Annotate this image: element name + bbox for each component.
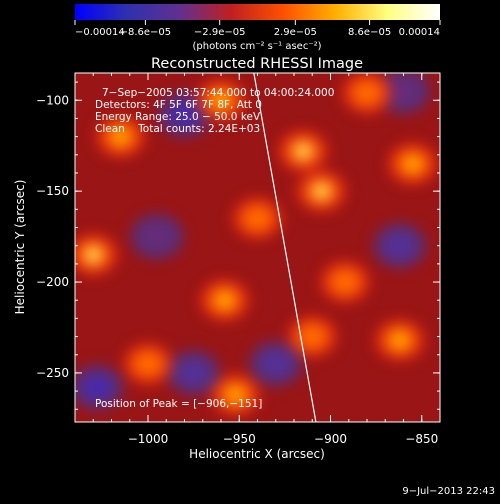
hot-spot (313, 183, 330, 200)
x-tick-label: −1000 (128, 432, 169, 446)
y-tick-label: −150 (36, 184, 69, 198)
hot-spot (249, 210, 266, 227)
hot-spot (304, 328, 321, 345)
cold-spot (179, 360, 208, 385)
chart-title: Reconstructed RHESSI Image (151, 56, 363, 72)
hot-spot (227, 386, 244, 403)
x-tick-label: −950 (223, 432, 256, 446)
annotation-energy-range: Energy Range: 25.0 − 50.0 keV (95, 111, 261, 123)
y-axis: −100 −150 −200 −250 (36, 81, 440, 410)
x-axis: −1000 −950 −900 −850 (74, 73, 441, 446)
y-tick-label: −250 (36, 366, 69, 380)
cold-spot (82, 375, 111, 400)
heatmap-blobs (75, 73, 437, 415)
hot-spot (404, 155, 421, 172)
x-tick-label: −850 (405, 432, 438, 446)
y-tick-label: −100 (36, 93, 69, 107)
hot-spot (337, 274, 354, 291)
cold-spot (389, 79, 418, 104)
hot-spot (216, 292, 233, 309)
hot-spot (112, 128, 129, 145)
colorbar (75, 4, 440, 20)
y-tick-label: −200 (36, 275, 69, 289)
y-axis-label: Heliocentric Y (arcsec) (13, 180, 27, 315)
x-tick-label: −900 (314, 432, 347, 446)
colorbar-tick-label: 8.6e−05 (348, 27, 391, 38)
colorbar-tick-label: 2.9e−05 (274, 27, 317, 38)
colorbar-ticks: −0.00014−8.6e−05 −2.9e−05 2.9e−05 8.6e−05 0.… (74, 20, 441, 38)
colorbar-tick-label: −0.00014 (75, 27, 125, 38)
cold-spot (143, 224, 172, 249)
annotation-time-range: 7−Sep−2005 03:57:44.000 to 04:00:24.000 (102, 87, 334, 99)
colorbar-units: (photons cm⁻² s⁻¹ asec⁻²) (192, 41, 321, 52)
colorbar-tick-label: −8.6e−05 (120, 27, 172, 38)
cold-spot (261, 351, 290, 376)
solar-limb-line (253, 73, 317, 422)
hot-spot (295, 143, 312, 160)
colorbar-tick-label: 0.00014 (399, 27, 440, 38)
hot-spot (140, 355, 156, 372)
colorbar-tick-label: −2.9e−05 (194, 27, 246, 38)
hot-spot (391, 332, 408, 349)
x-axis-label: Heliocentric X (arcsec) (189, 447, 325, 461)
hot-spot (85, 246, 102, 263)
annotation-detectors: Detectors: 4F 5F 6F 7F 8F, Att 0 (95, 99, 262, 111)
cold-spot (170, 102, 199, 127)
hot-spot (213, 92, 229, 109)
hot-spot (359, 84, 375, 101)
peak-position-label: Position of Peak = [−906,−151] (95, 398, 262, 410)
timestamp: 9−Jul−2013 22:43 (402, 486, 495, 497)
annotation-clean-counts: Clean Total counts: 2.24E+03 (95, 123, 260, 135)
cold-spot (385, 233, 414, 258)
